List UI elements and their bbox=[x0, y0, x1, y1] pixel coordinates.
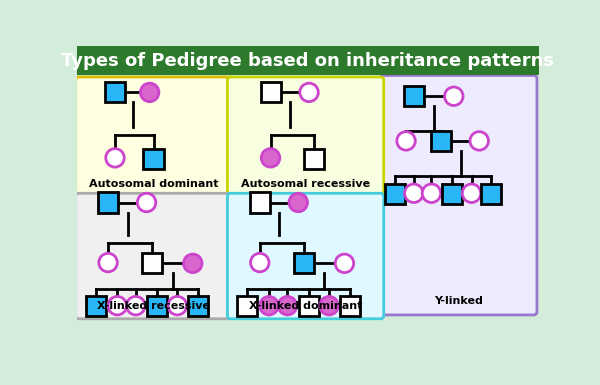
Circle shape bbox=[445, 87, 463, 105]
Text: X-linked dominant: X-linked dominant bbox=[249, 301, 362, 311]
Circle shape bbox=[397, 132, 415, 150]
Circle shape bbox=[422, 184, 441, 203]
FancyBboxPatch shape bbox=[227, 193, 384, 319]
Circle shape bbox=[99, 253, 118, 272]
Bar bbox=[98, 192, 118, 213]
Bar bbox=[143, 149, 164, 169]
FancyBboxPatch shape bbox=[76, 77, 232, 197]
Text: Types of Pedigree based on inheritance patterns: Types of Pedigree based on inheritance p… bbox=[61, 52, 554, 70]
Text: Autosomal dominant: Autosomal dominant bbox=[89, 179, 218, 189]
Circle shape bbox=[462, 184, 481, 203]
Circle shape bbox=[184, 254, 202, 273]
Bar bbox=[431, 131, 451, 151]
Bar bbox=[238, 296, 257, 316]
Circle shape bbox=[404, 184, 423, 203]
FancyBboxPatch shape bbox=[380, 75, 537, 315]
Bar bbox=[142, 253, 162, 273]
Bar bbox=[86, 296, 106, 316]
Bar bbox=[404, 86, 424, 106]
Bar bbox=[105, 82, 125, 102]
Circle shape bbox=[168, 296, 187, 315]
Circle shape bbox=[261, 149, 280, 167]
Circle shape bbox=[289, 193, 308, 212]
Bar bbox=[442, 184, 462, 204]
Bar bbox=[385, 184, 404, 204]
Circle shape bbox=[300, 83, 318, 102]
Bar bbox=[148, 296, 167, 316]
Circle shape bbox=[260, 296, 278, 315]
Text: Autosomal recessive: Autosomal recessive bbox=[241, 179, 370, 189]
Circle shape bbox=[470, 132, 488, 150]
Bar bbox=[188, 296, 208, 316]
Circle shape bbox=[320, 296, 338, 315]
Circle shape bbox=[127, 296, 145, 315]
Circle shape bbox=[108, 296, 127, 315]
Bar bbox=[340, 296, 360, 316]
Bar bbox=[299, 296, 319, 316]
Circle shape bbox=[278, 296, 297, 315]
Circle shape bbox=[140, 83, 159, 102]
Bar bbox=[77, 46, 539, 75]
Circle shape bbox=[251, 253, 269, 272]
Bar bbox=[304, 149, 323, 169]
Bar bbox=[481, 184, 501, 204]
Bar bbox=[260, 82, 281, 102]
FancyBboxPatch shape bbox=[227, 77, 384, 197]
FancyBboxPatch shape bbox=[76, 193, 232, 319]
Circle shape bbox=[106, 149, 124, 167]
Bar bbox=[250, 192, 270, 213]
Text: Y-linked: Y-linked bbox=[434, 296, 483, 306]
Circle shape bbox=[137, 193, 156, 212]
Circle shape bbox=[335, 254, 354, 273]
Bar bbox=[293, 253, 314, 273]
Text: X-linked recessive: X-linked recessive bbox=[97, 301, 211, 311]
